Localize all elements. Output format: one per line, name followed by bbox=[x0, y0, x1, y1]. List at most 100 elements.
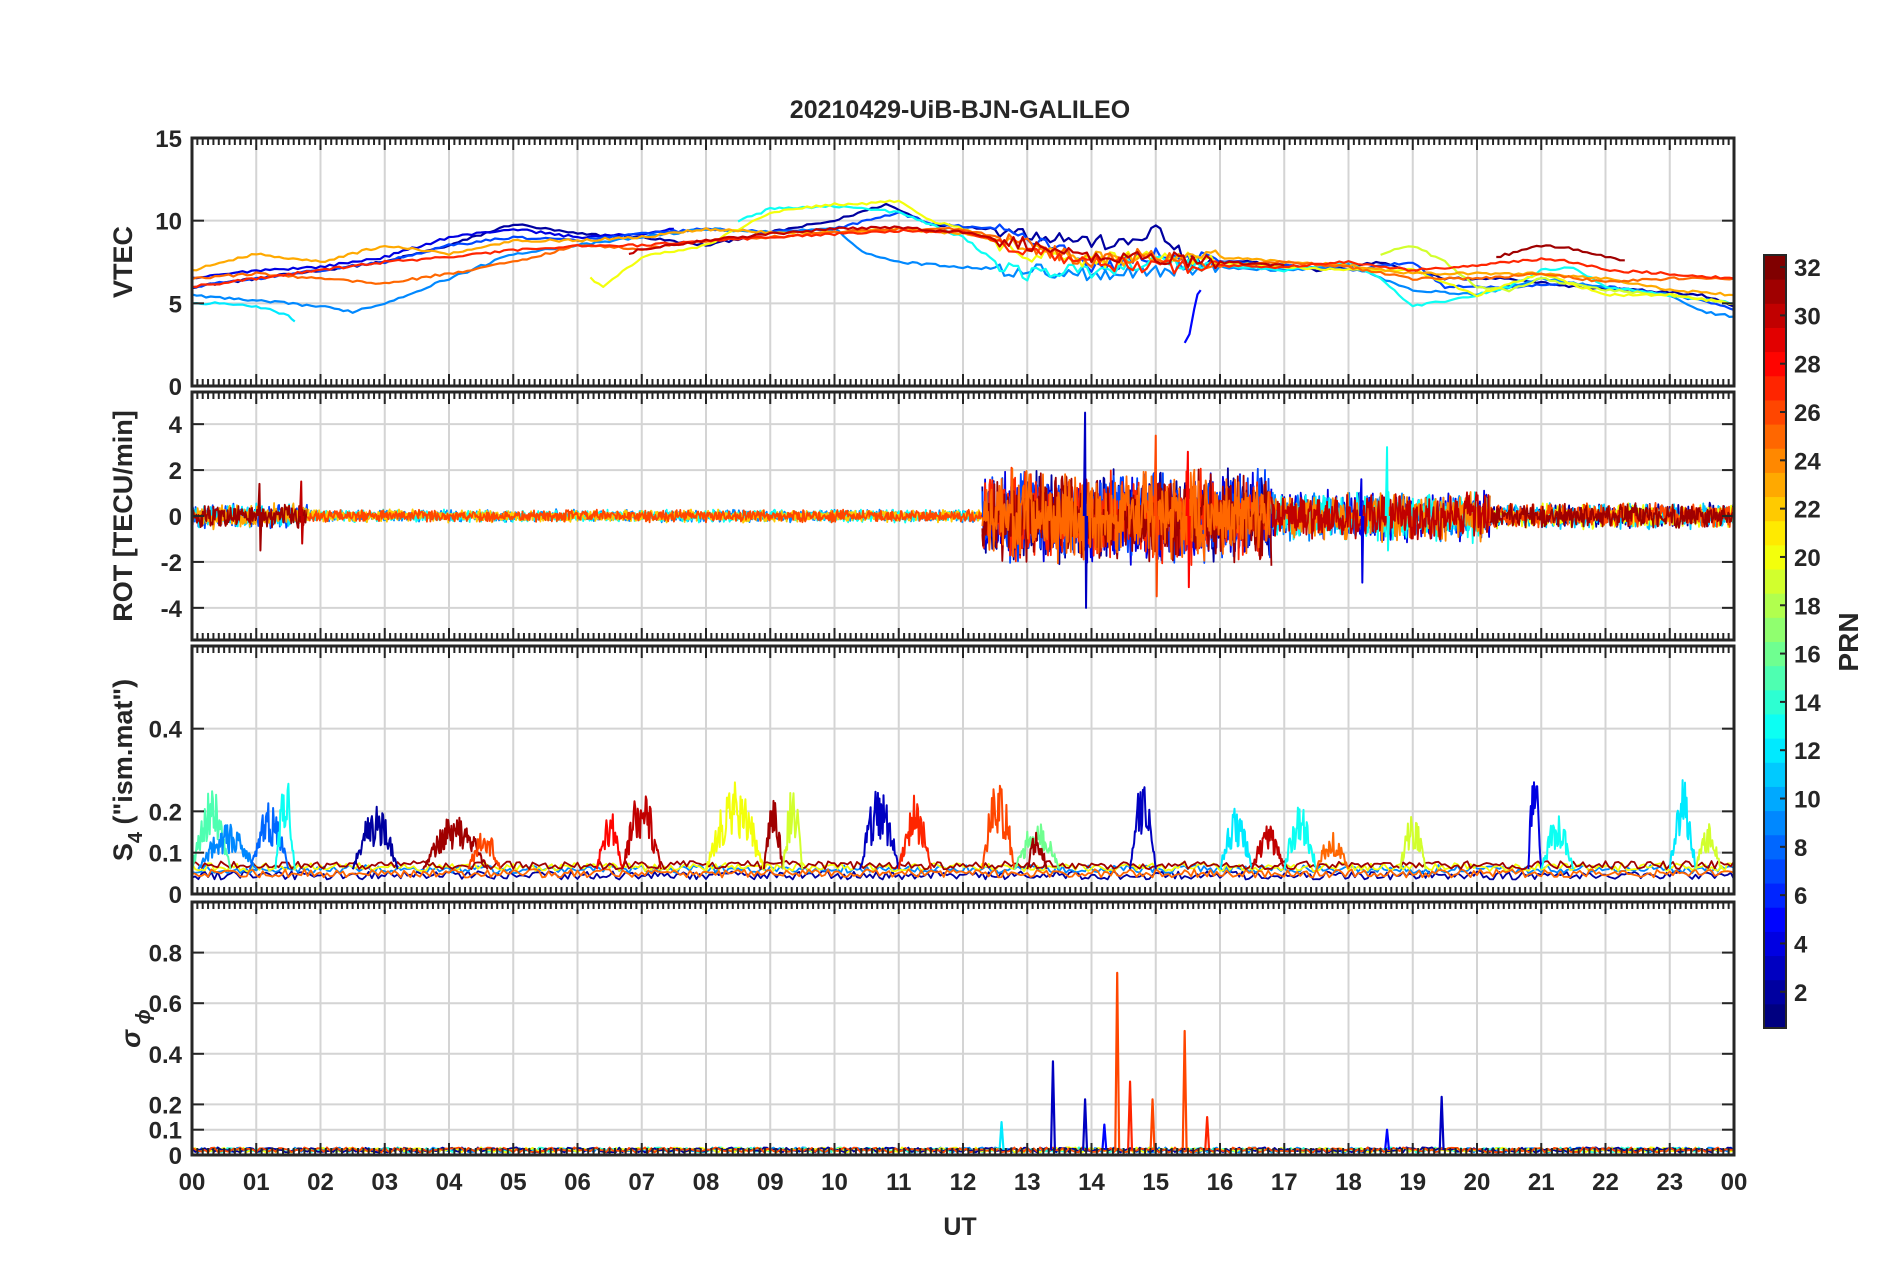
x-tick-labels: 00 01 02 03 04 05 06 07 08 09 10 11 12 13 14 15 16 17 18 19… bbox=[179, 1169, 1748, 1196]
x-tick-label: 21 bbox=[1528, 1169, 1555, 1196]
colorbar-band bbox=[1764, 448, 1786, 473]
vtec-series-prn-4 bbox=[192, 227, 674, 280]
s4-burst-prn-26 bbox=[981, 784, 1016, 870]
rot-series-prn-26 bbox=[306, 508, 984, 524]
colorbar-band bbox=[1764, 593, 1786, 618]
x-tick-label: 14 bbox=[1078, 1169, 1105, 1196]
colorbar-band bbox=[1764, 810, 1786, 836]
colorbar-band bbox=[1764, 858, 1786, 884]
rot-spike-prn-4 bbox=[1359, 478, 1365, 584]
colorbar-band bbox=[1764, 375, 1786, 401]
rot-series-prn-31 bbox=[981, 468, 1273, 566]
panel-vtec: 0 5 10 15 VTEC bbox=[108, 126, 1736, 401]
vtec-series-prn-31 bbox=[1496, 244, 1625, 262]
colorbar-band bbox=[1764, 689, 1786, 715]
colorbar-band bbox=[1764, 544, 1786, 570]
x-ticks bbox=[191, 902, 1735, 1155]
colorbar-band bbox=[1764, 834, 1786, 860]
x-tick-label: 08 bbox=[693, 1169, 720, 1196]
x-ticks bbox=[191, 138, 1735, 386]
y-tick-label: 0.2 bbox=[149, 799, 182, 826]
rot-series-prn-24 bbox=[1270, 491, 1491, 543]
colorbar-band bbox=[1764, 762, 1786, 787]
data-lines bbox=[192, 199, 1734, 344]
x-tick-label: 09 bbox=[757, 1169, 784, 1196]
sigma-spike-prn-3 bbox=[1082, 1098, 1089, 1150]
x-tick-label: 19 bbox=[1399, 1169, 1426, 1196]
x-ticks bbox=[191, 392, 1735, 640]
x-tick-label: 13 bbox=[1014, 1169, 1041, 1196]
rot-spike-prn-3 bbox=[1082, 411, 1089, 609]
colorbar-tick-label: 10 bbox=[1794, 787, 1821, 814]
x-tick-label: 17 bbox=[1271, 1169, 1298, 1196]
vtec-series-prn-27 bbox=[192, 228, 1734, 288]
y-axis-label: ROT [TECU/min] bbox=[108, 410, 138, 621]
x-tick-label: 02 bbox=[307, 1169, 334, 1196]
y-tick-label: 0 bbox=[169, 882, 182, 909]
y-tick-label: 0.8 bbox=[149, 941, 182, 968]
y-tick-label: -2 bbox=[161, 550, 182, 577]
y-ticks bbox=[192, 727, 1734, 895]
colorbar-band bbox=[1764, 907, 1786, 932]
colorbar-tick-label: 20 bbox=[1794, 545, 1821, 572]
colorbar-band bbox=[1764, 472, 1786, 498]
rot-spike-prn-30 bbox=[298, 480, 305, 545]
y-tick-label: 15 bbox=[155, 126, 182, 153]
s4-burst-prn-12 bbox=[1219, 807, 1254, 870]
colorbar-band bbox=[1764, 641, 1786, 667]
s4-burst-prn-13 bbox=[1283, 806, 1318, 870]
sigma-spike-prn-26 bbox=[1149, 1098, 1156, 1150]
s4-baseline-prn-31 bbox=[192, 860, 1734, 871]
y-ticks bbox=[192, 137, 1734, 387]
y-axis-label: σ ϕ bbox=[116, 1009, 155, 1048]
rot-spike-prn-26 bbox=[1153, 434, 1159, 598]
colorbar-tick-label: 8 bbox=[1794, 835, 1807, 862]
colorbar-band bbox=[1764, 569, 1786, 594]
y-tick-label: 0.1 bbox=[149, 1118, 182, 1145]
colorbar-tick-label: 6 bbox=[1794, 883, 1807, 910]
x-tick-label: 04 bbox=[436, 1169, 463, 1196]
colorbar-band bbox=[1764, 617, 1786, 642]
x-tick-label: 16 bbox=[1207, 1169, 1234, 1196]
s4-burst-prn-19 bbox=[1694, 823, 1723, 870]
s4-burst-prn-25 bbox=[1315, 831, 1350, 870]
y-tick-label: 0.2 bbox=[149, 1092, 182, 1119]
colorbar-tick-label: 24 bbox=[1794, 448, 1821, 475]
y-tick-label: 0.4 bbox=[149, 717, 183, 744]
colorbar-band bbox=[1764, 931, 1786, 957]
x-tick-label: 00 bbox=[1721, 1169, 1748, 1196]
colorbar-tick-label: 26 bbox=[1794, 400, 1821, 427]
colorbar-band bbox=[1764, 351, 1786, 377]
y-tick-label: 0 bbox=[169, 374, 182, 401]
colorbar-frame bbox=[1763, 254, 1787, 1029]
colorbar-band bbox=[1764, 1003, 1786, 1029]
y-tick-label: 5 bbox=[169, 291, 182, 318]
x-tick-label: 05 bbox=[500, 1169, 527, 1196]
colorbar-band bbox=[1764, 665, 1786, 691]
rot-spike-prn-28 bbox=[1185, 450, 1191, 589]
colorbar-band bbox=[1764, 786, 1786, 812]
x-tick-label: 11 bbox=[886, 1169, 911, 1196]
colorbar-band bbox=[1764, 713, 1786, 739]
y-axis-label: VTEC bbox=[108, 226, 138, 298]
sigma-spike-prn-5 bbox=[1101, 1123, 1108, 1151]
x-axis-label: UT bbox=[943, 1213, 976, 1241]
s4-burst-prn-31 bbox=[1026, 831, 1048, 870]
sigma-spike-prn-26 bbox=[1114, 971, 1121, 1150]
colorbar-label: PRN bbox=[1833, 612, 1864, 671]
s4-burst-prn-9 bbox=[197, 823, 258, 870]
grid bbox=[191, 902, 1735, 1156]
colorbar-tick-label: 14 bbox=[1794, 690, 1821, 717]
colorbar-band bbox=[1764, 979, 1786, 1005]
x-tick-label: 23 bbox=[1656, 1169, 1683, 1196]
sigma-spike-prn-26 bbox=[1181, 1029, 1188, 1150]
sigma-spike-prn-3 bbox=[1438, 1095, 1445, 1150]
colorbar-tick-label: 18 bbox=[1794, 593, 1821, 620]
s4-burst-prn-19 bbox=[782, 792, 804, 870]
y-ticks bbox=[192, 423, 1734, 609]
rot-series-prn-30 bbox=[1270, 491, 1491, 541]
x-tick-label: 01 bbox=[243, 1169, 270, 1196]
s4-burst-prn-3 bbox=[1129, 786, 1157, 870]
s4-burst-prn-30 bbox=[621, 795, 662, 870]
